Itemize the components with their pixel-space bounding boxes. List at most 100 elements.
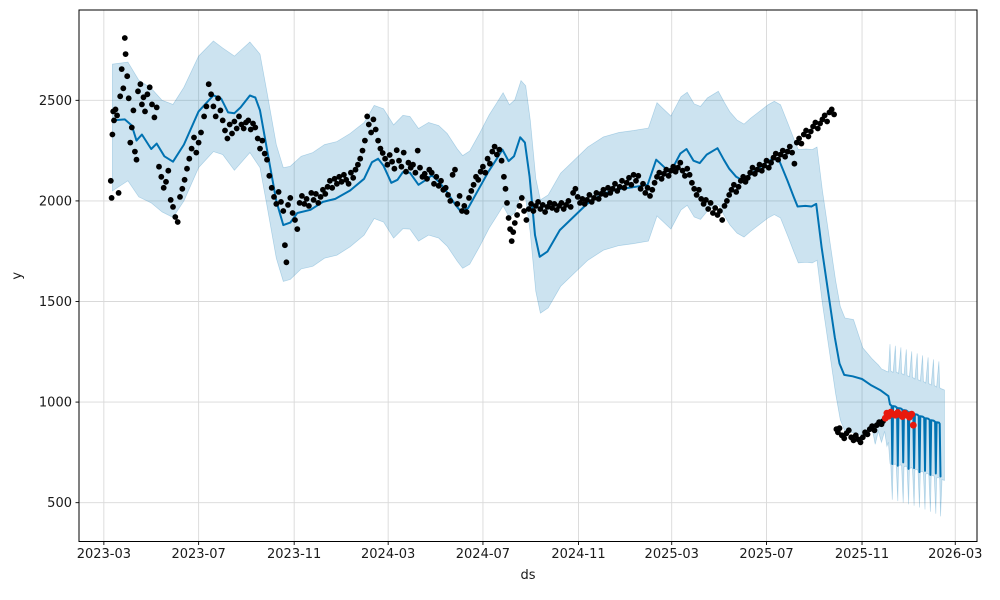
- actual-point: [675, 164, 681, 171]
- actual-point: [621, 184, 628, 191]
- actual-point: [814, 125, 821, 132]
- actual-point: [280, 208, 287, 214]
- anomaly-point: [909, 421, 917, 429]
- actual-point: [691, 185, 698, 192]
- actual-point: [359, 147, 366, 154]
- actual-point: [158, 173, 165, 180]
- actual-point: [153, 104, 160, 111]
- actual-point: [496, 146, 503, 153]
- actual-point: [334, 180, 340, 187]
- actual-point: [133, 156, 140, 163]
- actual-point: [616, 183, 623, 190]
- actual-point: [807, 128, 814, 135]
- actual-point: [308, 190, 315, 196]
- actual-point: [355, 161, 361, 168]
- actual-point: [786, 143, 793, 150]
- actual-point: [428, 169, 435, 176]
- actual-point: [445, 192, 451, 198]
- actual-point: [633, 177, 639, 184]
- actual-point: [850, 437, 857, 444]
- actual-point: [649, 186, 656, 193]
- actual-point: [651, 179, 658, 186]
- actual-point: [623, 179, 630, 186]
- actual-point: [124, 73, 131, 80]
- actual-point: [640, 180, 646, 187]
- actual-point: [705, 206, 712, 212]
- actual-point: [120, 85, 127, 92]
- actual-point: [511, 220, 518, 226]
- actual-point: [329, 184, 336, 191]
- actual-point: [205, 81, 212, 88]
- actual-point: [163, 178, 169, 185]
- plot-border: [78, 9, 978, 542]
- actual-point: [208, 91, 215, 98]
- actual-point: [595, 196, 602, 202]
- y-tick-labels: 500 1000 1500 2000 2500: [39, 94, 79, 511]
- x-tick-label: 2025-11: [835, 547, 889, 562]
- actual-point: [731, 181, 737, 188]
- y-tick-label: 2000: [39, 194, 72, 209]
- actual-point: [341, 171, 347, 178]
- actual-point: [791, 160, 798, 167]
- actual-point: [812, 119, 819, 126]
- actual-point: [733, 189, 740, 195]
- actual-point: [324, 183, 331, 190]
- actual-point: [461, 203, 468, 209]
- actual-point: [521, 208, 527, 214]
- actual-point: [431, 180, 437, 187]
- actual-point: [491, 143, 498, 150]
- x-tick-label: 2024-11: [551, 547, 605, 562]
- actual-point: [109, 131, 116, 138]
- actual-point: [198, 129, 204, 136]
- actual-point: [593, 190, 600, 196]
- actual-point: [719, 217, 726, 223]
- actual-point: [233, 125, 240, 132]
- actual-point: [466, 195, 472, 201]
- actual-point: [149, 101, 155, 108]
- actual-point: [384, 161, 391, 168]
- actual-point: [160, 184, 167, 191]
- actual-point: [463, 209, 470, 215]
- actual-point: [480, 163, 486, 170]
- actual-point: [368, 129, 374, 136]
- actual-point: [310, 197, 317, 203]
- actual-point: [372, 126, 379, 133]
- actual-point: [514, 212, 520, 218]
- actual-point: [508, 238, 515, 245]
- actual-point: [146, 84, 153, 91]
- actual-point: [151, 114, 158, 121]
- actual-point: [364, 113, 371, 120]
- actual-point: [447, 198, 454, 204]
- actual-point: [542, 209, 548, 215]
- actual-point: [306, 203, 312, 209]
- actual-point: [294, 226, 301, 233]
- actual-point: [510, 229, 517, 236]
- actual-point: [254, 135, 261, 142]
- actual-point: [398, 163, 405, 170]
- actual-point: [605, 184, 611, 191]
- actual-point: [377, 145, 384, 152]
- actual-point: [505, 215, 512, 221]
- actual-point: [414, 147, 421, 154]
- actual-point: [128, 124, 135, 131]
- axes-frame: [78, 9, 978, 542]
- actual-point: [637, 185, 644, 192]
- actual-point: [191, 134, 197, 141]
- actual-point: [487, 160, 493, 167]
- actual-point: [717, 208, 723, 214]
- uncertainty-band: [112, 40, 945, 517]
- x-tick-labels: 2023-03 2023-07 2023-11 2024-03 2024-07 2024-…: [77, 541, 982, 562]
- actual-point: [299, 193, 305, 199]
- actual-point: [167, 197, 174, 203]
- actual-point: [724, 198, 730, 204]
- actual-point: [845, 427, 852, 434]
- actual-point: [656, 169, 663, 176]
- actual-point: [144, 91, 151, 98]
- actual-point: [170, 204, 176, 210]
- gridlines: [79, 10, 977, 542]
- actual-point: [283, 259, 290, 266]
- actual-point: [287, 195, 294, 201]
- actual-point: [400, 149, 407, 156]
- actual-point: [477, 168, 484, 175]
- actual-point: [579, 196, 586, 202]
